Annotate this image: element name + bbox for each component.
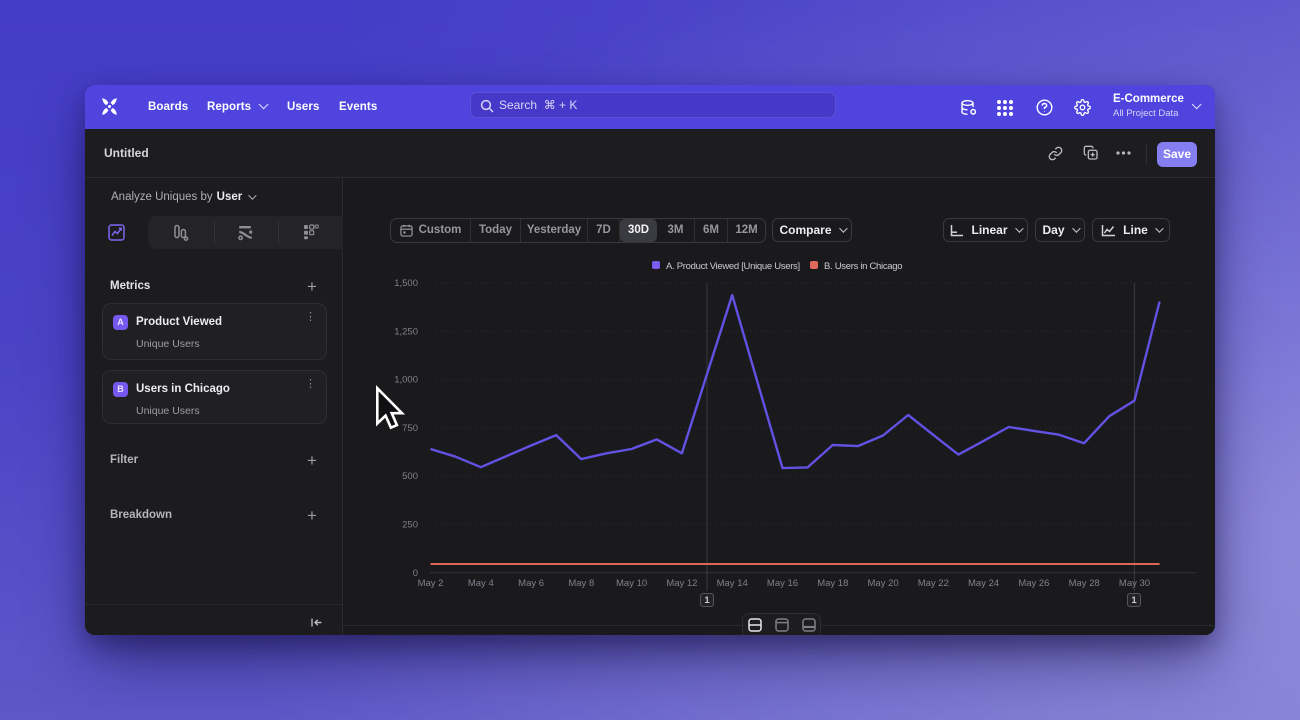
svg-text:1,500: 1,500 xyxy=(394,278,418,289)
svg-text:May 26: May 26 xyxy=(1018,578,1049,589)
svg-text:May 4: May 4 xyxy=(468,578,494,589)
svg-text:May 22: May 22 xyxy=(918,578,949,589)
svg-text:May 12: May 12 xyxy=(666,578,697,589)
svg-text:May 20: May 20 xyxy=(868,578,899,589)
svg-text:May 30: May 30 xyxy=(1119,578,1150,589)
svg-text:May 24: May 24 xyxy=(968,578,999,589)
svg-text:May 28: May 28 xyxy=(1069,578,1100,589)
svg-text:1,000: 1,000 xyxy=(394,375,418,386)
svg-text:1,250: 1,250 xyxy=(394,326,418,337)
svg-text:May 18: May 18 xyxy=(817,578,848,589)
svg-text:May 8: May 8 xyxy=(568,578,594,589)
svg-text:May 10: May 10 xyxy=(616,578,647,589)
svg-text:May 2: May 2 xyxy=(418,578,444,589)
svg-text:May 14: May 14 xyxy=(717,578,748,589)
svg-text:500: 500 xyxy=(402,471,418,482)
svg-text:May 16: May 16 xyxy=(767,578,798,589)
svg-text:May 6: May 6 xyxy=(518,578,544,589)
svg-text:250: 250 xyxy=(402,520,418,531)
svg-text:0: 0 xyxy=(413,568,418,579)
svg-text:750: 750 xyxy=(402,423,418,434)
